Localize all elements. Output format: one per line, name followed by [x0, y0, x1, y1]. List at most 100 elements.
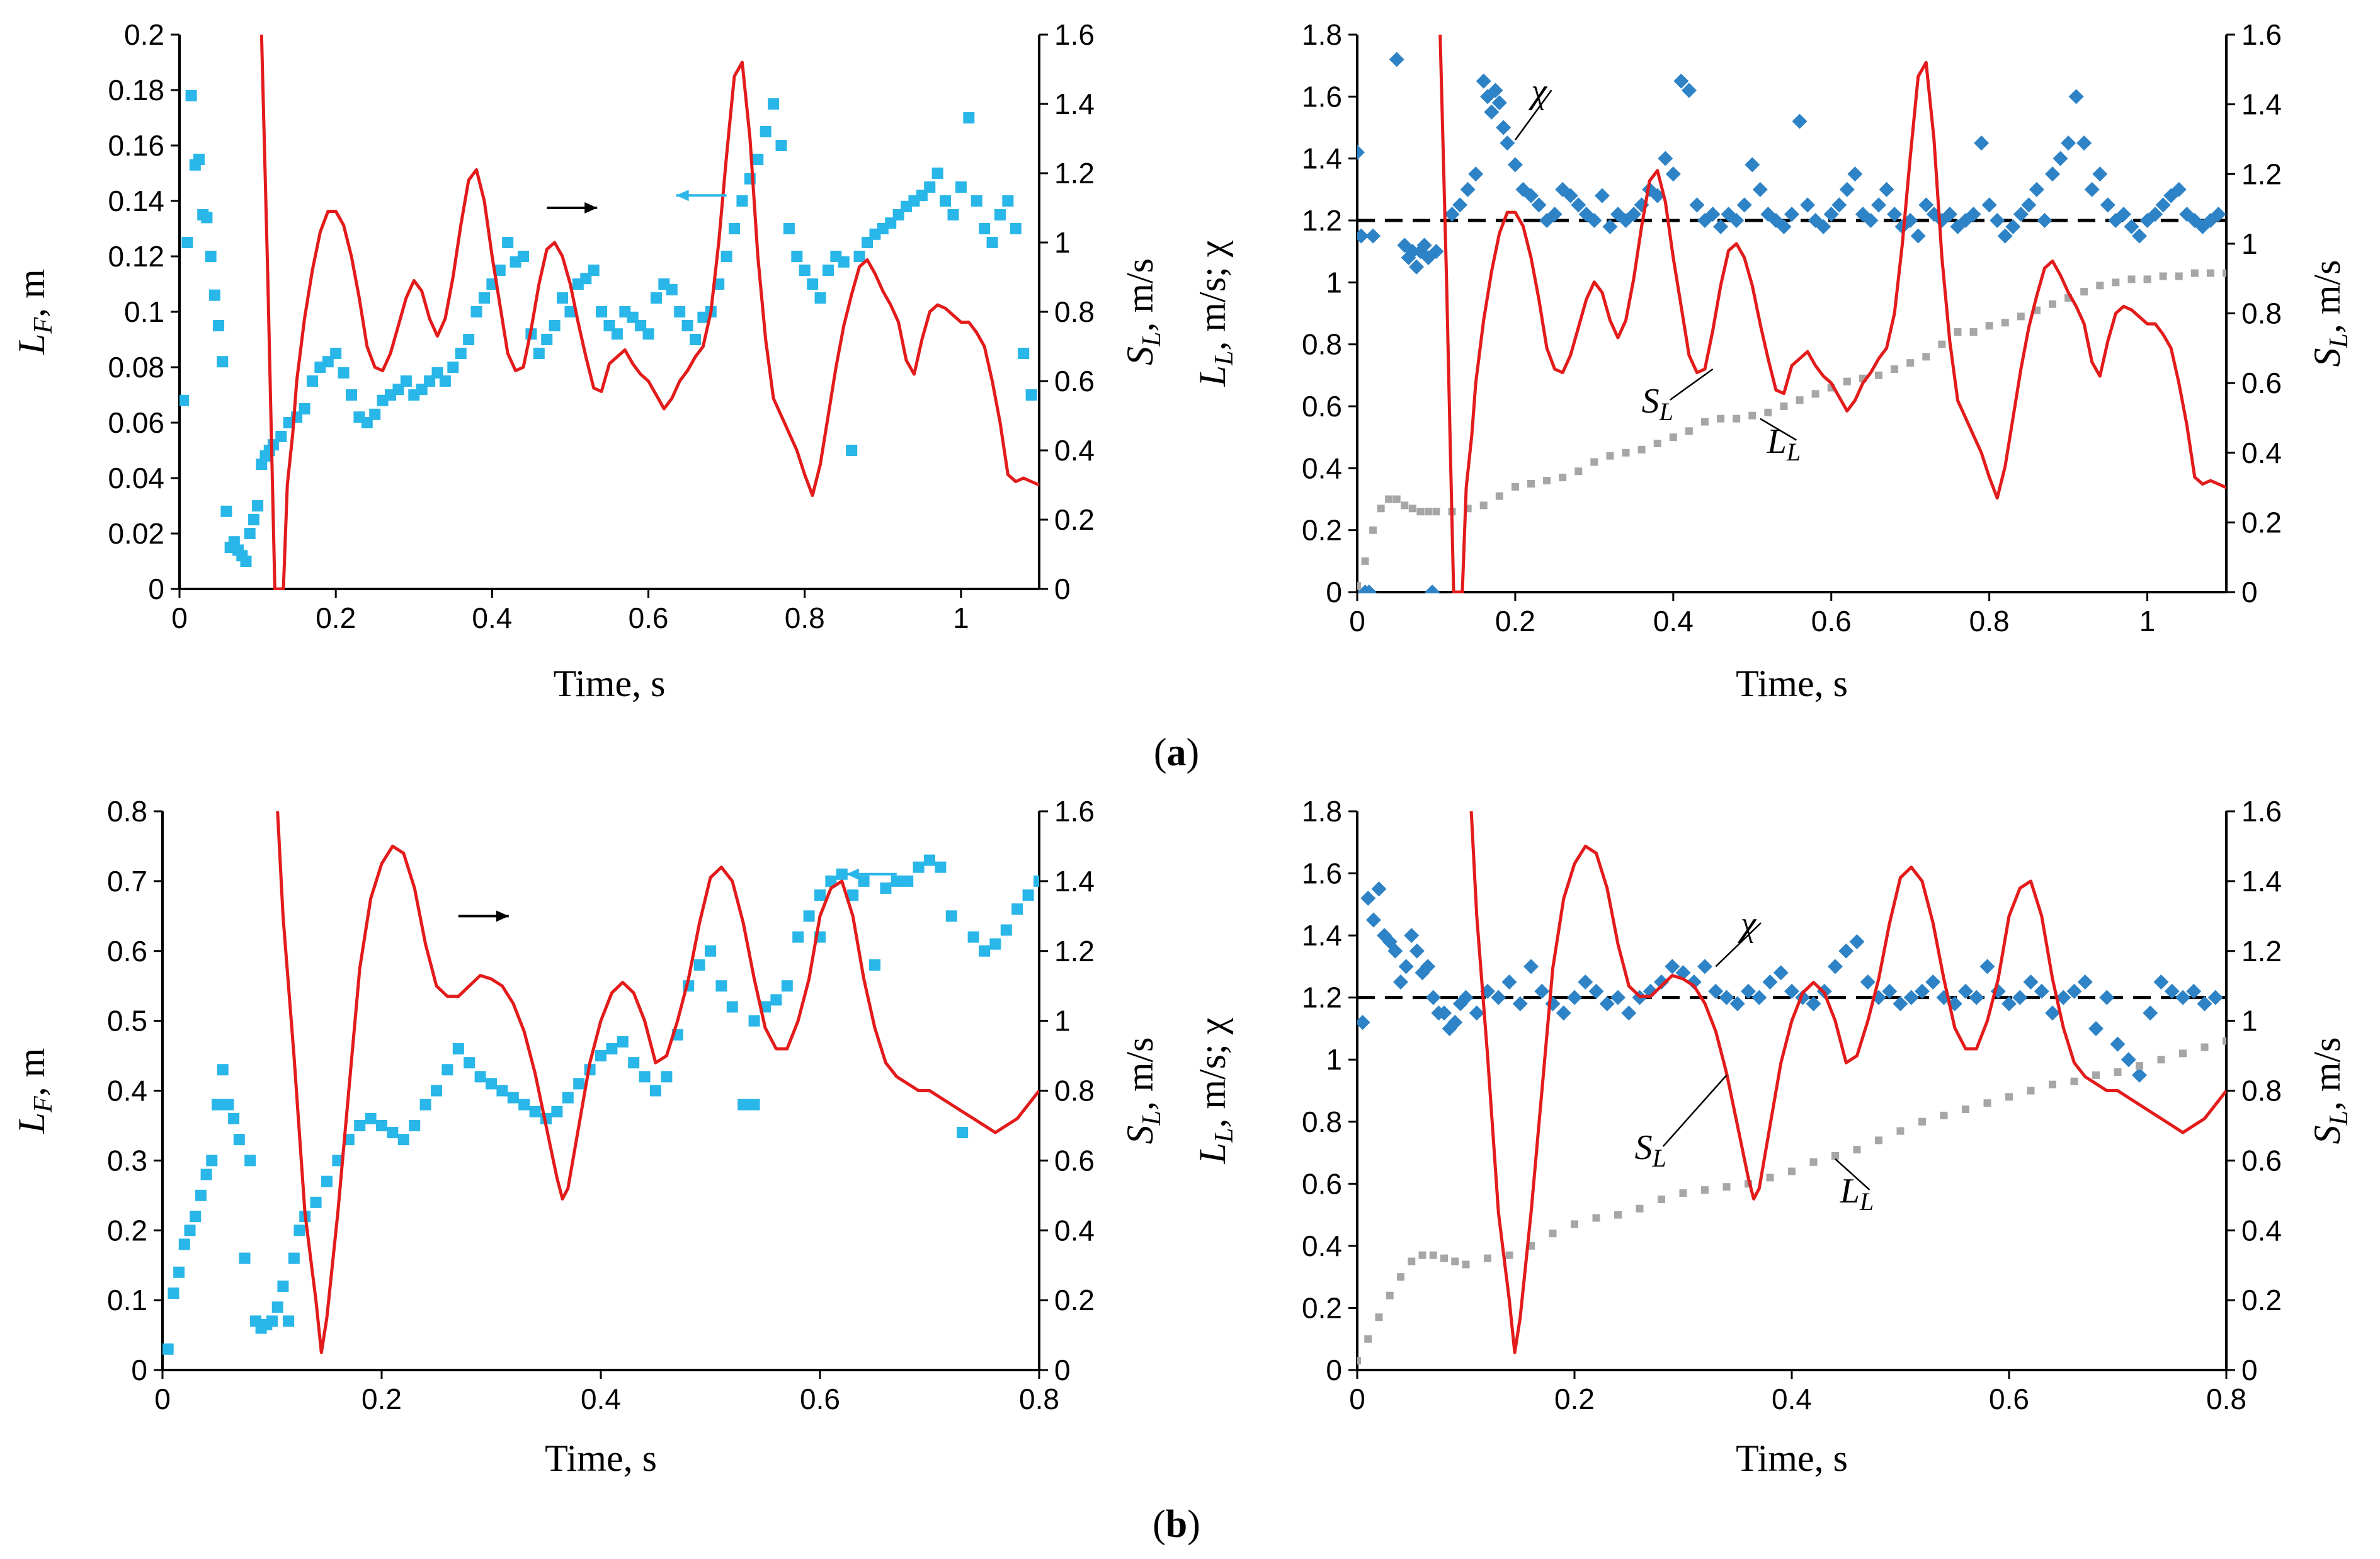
data-point-chi — [1792, 113, 1808, 129]
data-point-L_F — [200, 1168, 212, 1180]
data-point-L_F — [674, 306, 686, 317]
data-point-L_L — [1357, 582, 1361, 590]
data-point-chi — [1365, 228, 1381, 244]
data-point-L_L — [1590, 458, 1598, 466]
data-point-L_F — [989, 938, 1001, 950]
y-left-tick-label: 0.8 — [107, 795, 147, 828]
data-point-L_F — [195, 1189, 207, 1201]
y-right-tick-label: 0.8 — [2241, 297, 2282, 330]
data-point-L_F — [321, 1175, 333, 1187]
data-point-L_L — [1397, 1273, 1404, 1281]
data-point-chi — [1887, 207, 1903, 222]
y-right-tick-label: 0 — [2241, 1354, 2258, 1386]
data-point-L_F — [271, 1301, 283, 1313]
data-point-L_F — [994, 209, 1006, 220]
data-point-L_F — [478, 292, 490, 304]
y-left-axis-label: LL, m/s; χ — [1192, 1017, 1239, 1164]
data-point-L_F — [330, 348, 342, 359]
data-point-L_L — [1527, 479, 1535, 488]
data-point-chi — [1871, 197, 1886, 213]
data-point-L_F — [799, 265, 811, 276]
data-point-L_F — [557, 292, 569, 304]
data-point-L_F — [365, 1112, 377, 1124]
y-left-tick-label: 1.6 — [1302, 80, 1342, 113]
data-point-L_F — [1025, 389, 1037, 401]
data-point-chi — [1918, 197, 1934, 213]
data-point-L_L — [1954, 328, 1962, 336]
data-point-chi — [2021, 197, 2037, 213]
data-point-L_L — [1918, 1117, 1926, 1126]
data-point-chi — [1681, 83, 1697, 98]
x-tick-label: 0.8 — [1969, 605, 2010, 637]
y-left-tick-label: 0.06 — [108, 406, 164, 439]
data-point-L_F — [748, 1099, 760, 1111]
data-point-L_F — [252, 500, 264, 511]
label-leader — [1662, 1075, 1728, 1147]
data-point-L_F — [248, 514, 259, 525]
data-point-L_F — [222, 1099, 234, 1111]
data-point-chi — [1849, 934, 1865, 949]
data-point-chi — [1705, 207, 1721, 222]
data-point-chi — [1910, 228, 1926, 244]
data-point-L_F — [957, 1127, 969, 1139]
data-point-L_F — [752, 154, 764, 165]
data-point-L_F — [346, 389, 357, 401]
data-point-L_F — [564, 306, 576, 317]
y-right-tick-label: 0.4 — [1054, 434, 1095, 467]
data-point-L_F — [720, 251, 732, 262]
data-point-L_L — [2143, 275, 2151, 283]
y-left-tick-label: 0.12 — [108, 240, 164, 273]
data-point-chi — [1741, 983, 1756, 999]
data-point-chi — [2088, 1020, 2104, 1036]
data-point-chi — [1534, 983, 1550, 999]
data-point-L_L — [1701, 1186, 1709, 1194]
data-point-chi — [1416, 237, 1432, 253]
data-point-L_F — [518, 251, 529, 262]
data-point-chi — [1979, 959, 1995, 974]
series-line-S_L — [1469, 811, 2226, 1354]
y-left-tick-label: 0.7 — [107, 865, 147, 898]
data-point-L_L — [1432, 508, 1440, 516]
data-point-chi — [1981, 197, 1997, 213]
data-point-L_F — [693, 959, 705, 971]
data-point-L_F — [206, 1155, 218, 1167]
data-point-chi — [1665, 959, 1680, 974]
data-point-L_F — [781, 980, 793, 992]
data-point-chi — [2099, 990, 2115, 1005]
y-right-tick-label: 1.4 — [2241, 88, 2282, 121]
data-point-chi — [1357, 144, 1365, 160]
data-point-chi — [2100, 197, 2115, 213]
series-label: SL — [1642, 382, 1673, 426]
data-point-L_L — [2049, 300, 2056, 308]
y-right-tick-label: 0.6 — [1054, 365, 1095, 397]
data-point-L_F — [737, 1099, 749, 1111]
y-right-tick-label: 1 — [2241, 1005, 2258, 1037]
x-tick-label: 0.8 — [2206, 1383, 2246, 1415]
data-point-chi — [1357, 228, 1369, 244]
data-point-chi — [2066, 983, 2082, 999]
data-point-L_F — [228, 1112, 240, 1124]
data-point-L_L — [1722, 1183, 1731, 1191]
x-tick-label: 0.2 — [316, 602, 356, 634]
data-point-L_F — [332, 1155, 344, 1167]
panel-a-left: 0 0.2 0.4 0.6 0.8 1 0 0.02 0.04 0.06 0.08 0.1 0.12 0.… — [11, 18, 1166, 704]
data-point-L_L — [1658, 1195, 1665, 1203]
data-point-L_L — [1386, 1291, 1394, 1299]
y-left-axis-label: LF, m — [11, 1048, 58, 1134]
y-left-tick-label: 0.2 — [107, 1214, 147, 1247]
x-tick-label: 0.4 — [581, 1383, 621, 1415]
data-point-chi — [1586, 213, 1602, 228]
data-point-chi — [2115, 207, 2131, 222]
data-point-L_F — [387, 1127, 399, 1139]
data-point-L_F — [1033, 875, 1039, 887]
y-left-tick-label: 0.1 — [124, 295, 164, 328]
data-point-L_F — [455, 348, 467, 359]
y-right-tick-label: 1.6 — [1054, 795, 1095, 828]
data-point-chi — [1729, 213, 1745, 228]
y-left-tick-label: 1.2 — [1302, 981, 1342, 1014]
data-point-L_L — [1418, 1251, 1426, 1259]
data-point-L_L — [1549, 1230, 1557, 1238]
data-point-chi — [1847, 166, 1863, 182]
data-point-chi — [1863, 213, 1879, 228]
data-point-L_F — [880, 882, 892, 894]
